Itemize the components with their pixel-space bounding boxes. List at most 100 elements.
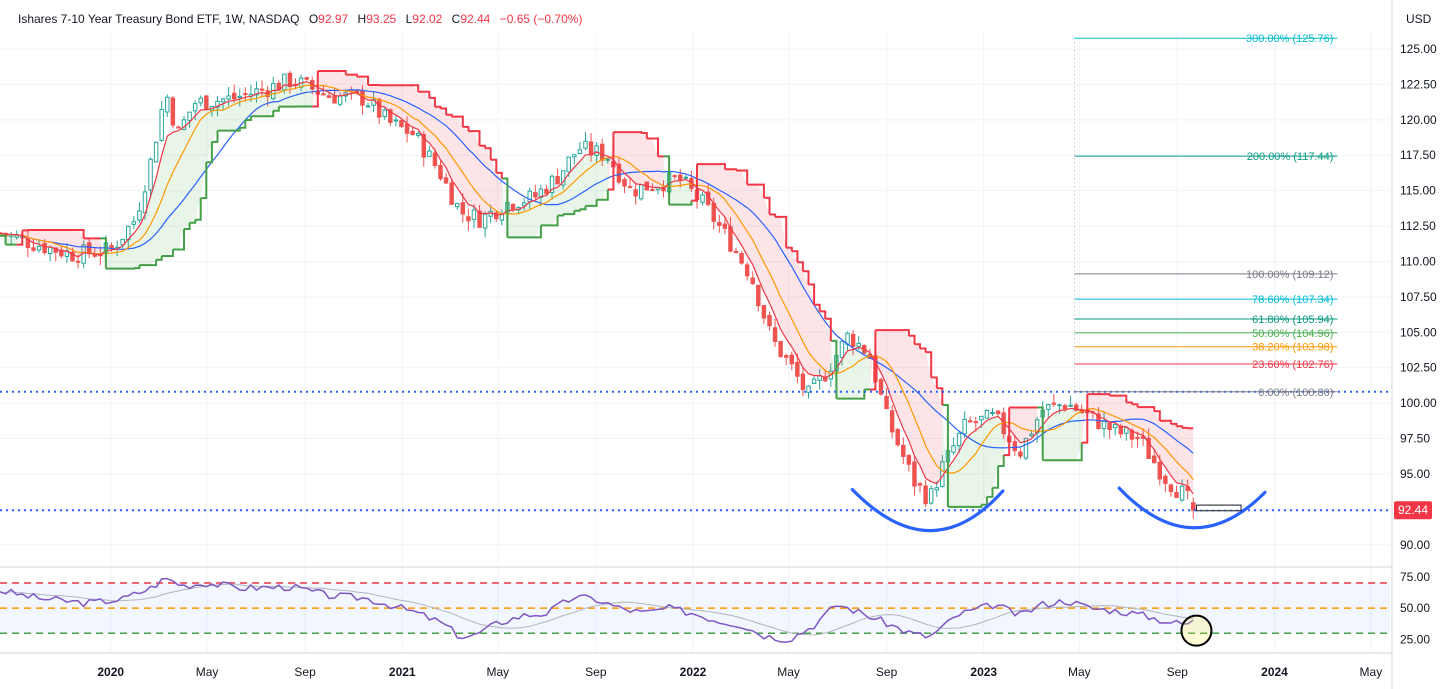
price-tick-label: 115.00	[1400, 184, 1436, 198]
currency-label[interactable]: USD	[1406, 12, 1432, 26]
ma-cloud-segment	[5, 234, 12, 245]
ma-cloud-segment	[775, 216, 781, 330]
ma-cloud-segment	[825, 318, 831, 378]
ma-cloud-segment	[189, 115, 196, 223]
ma-cloud-segment	[1154, 411, 1160, 460]
ma-cloud-segment	[100, 238, 106, 269]
ma-cloud-segment	[256, 92, 263, 117]
candle	[889, 405, 895, 439]
ma-cloud-segment	[568, 167, 575, 215]
ma-cloud-segment	[1159, 420, 1166, 468]
ma-cloud-segment	[172, 130, 179, 250]
candle	[639, 184, 644, 201]
ma-cloud-segment	[953, 451, 960, 507]
ma-cloud-segment	[814, 304, 820, 376]
candle	[1046, 403, 1051, 419]
ma-cloud-segment	[72, 229, 79, 257]
rsi-tick-label: 50.00	[1400, 601, 1430, 615]
ma-cloud-segment	[897, 330, 904, 429]
ma-cloud-segment	[618, 132, 625, 174]
candle	[1124, 426, 1129, 441]
rounding-bottom-arc[interactable]	[850, 487, 1005, 533]
ma-cloud-segment	[1187, 428, 1194, 495]
candle	[928, 485, 934, 505]
candle	[845, 331, 850, 351]
ma-cloud-segment	[1137, 407, 1144, 436]
price-tick-label: 97.50	[1400, 432, 1430, 446]
candle	[237, 88, 242, 107]
fib-level-label: 23.60% (102.76)	[1252, 359, 1333, 371]
candle	[739, 251, 744, 265]
ma-cloud-segment	[501, 178, 508, 238]
time-tick-label: Sep	[1167, 665, 1189, 679]
ma-cloud-segment	[395, 85, 402, 119]
time-tick-label: May	[196, 665, 219, 679]
ma-cloud-fills	[0, 70, 1194, 507]
support-step-line	[0, 105, 1083, 508]
ma-cloud-segment	[128, 233, 134, 269]
ma-cloud-segment	[273, 90, 279, 111]
candle	[895, 427, 900, 447]
ma-cloud-segment	[362, 76, 369, 101]
header-legend[interactable]: Ishares 7-10 Year Treasury Bond ETF, 1W,…	[18, 12, 582, 26]
ma-cloud-segment	[1143, 407, 1149, 443]
last-price-label: 92.44	[1398, 503, 1428, 517]
candle	[471, 204, 477, 229]
candle	[466, 208, 471, 231]
candle	[789, 351, 795, 371]
candle	[131, 215, 137, 229]
candle	[778, 340, 783, 358]
price-tick-label: 90.00	[1400, 538, 1430, 552]
ma-cloud-segment	[1037, 407, 1043, 461]
ma-cloud-segment	[1126, 402, 1132, 432]
ma-cloud-segment	[479, 145, 486, 214]
candle	[800, 366, 806, 397]
rsi-highlight-circle[interactable]	[1180, 614, 1213, 647]
candle	[1057, 403, 1062, 414]
projection-box[interactable]	[1195, 504, 1242, 512]
ma-cloud-segment	[786, 247, 792, 348]
resistance-step-line	[16, 70, 1194, 457]
candle	[231, 84, 237, 103]
candle	[795, 353, 800, 384]
ma-cloud-segment	[11, 234, 17, 245]
candle	[1191, 497, 1196, 519]
ohlc-high-value: 93.25	[366, 12, 396, 26]
candle	[376, 97, 382, 125]
ma-cloud-segment	[440, 108, 447, 168]
candle	[1163, 473, 1168, 493]
fib-level-label: 0.00% (100.80)	[1258, 387, 1333, 399]
ma-cloud-segment	[964, 434, 971, 507]
ma-cloud-segment	[1165, 420, 1171, 476]
ma-cloud-segment	[819, 311, 826, 378]
ma-cloud-segment	[880, 330, 887, 385]
candle	[811, 376, 817, 385]
ma-cloud-segment	[16, 230, 23, 245]
ma-cloud-segment	[423, 91, 430, 143]
ma-cloud-segment	[970, 430, 976, 507]
ma-cloud-segment	[340, 70, 346, 96]
ma-cloud-segment	[1020, 407, 1026, 443]
ohlc-low-value: 92.02	[412, 12, 442, 26]
ma-cloud-segment	[841, 350, 848, 399]
price-tick-label: 95.00	[1400, 467, 1430, 481]
rsi-smoothing-line	[0, 583, 1194, 636]
candle	[700, 191, 705, 206]
ma-cloud-segment	[1087, 394, 1093, 412]
ma-cloud-segment	[847, 349, 854, 399]
time-tick-label: May	[1360, 665, 1383, 679]
ma-cloud-segment	[1098, 394, 1105, 419]
ma-cloud-segment	[641, 133, 647, 187]
candle	[1135, 431, 1140, 448]
rounding-bottom-arc[interactable]	[1117, 486, 1267, 530]
ma-cloud-segment	[184, 122, 190, 229]
candle	[410, 126, 415, 136]
ma-cloud-segment	[769, 214, 776, 316]
candle	[616, 157, 622, 185]
ma-cloud-segment	[691, 164, 697, 201]
ma-cloud-segment	[529, 200, 536, 238]
candle	[304, 76, 309, 81]
ma-cloud-segment	[1104, 394, 1110, 423]
ma-cloud-segment	[167, 132, 173, 257]
ma-cloud-segment	[791, 251, 798, 357]
